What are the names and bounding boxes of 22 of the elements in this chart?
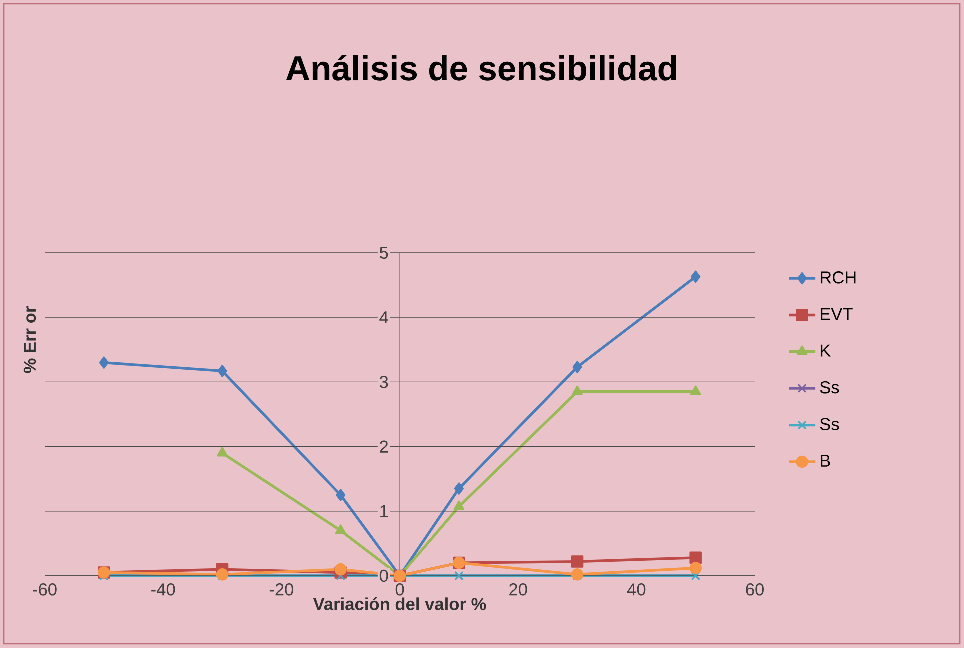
legend-label: Ss	[820, 418, 840, 430]
y-tick-label: 0	[380, 570, 388, 582]
x-tick-label: -40	[152, 584, 176, 596]
y-tick-label: 5	[380, 246, 388, 260]
legend-label: B	[820, 455, 830, 467]
legend-label: K	[820, 344, 831, 357]
x-tick-label: -20	[270, 584, 294, 596]
legend-label: Ss	[820, 381, 840, 394]
y-tick-label: 2	[380, 440, 388, 453]
x-tick-label: 0	[396, 584, 404, 596]
y-tick-label: 1	[380, 505, 388, 518]
chart-title: Análisis de sensibilidad	[286, 55, 676, 81]
x-tick-label: -60	[33, 584, 57, 596]
legend-label: RCH	[820, 272, 856, 284]
x-axis-title: Variación del valor %	[313, 598, 486, 610]
y-tick-label: 3	[380, 376, 388, 388]
x-tick-label: 40	[627, 584, 646, 596]
legend-label: EVT	[820, 308, 853, 320]
y-tick-label: 4	[380, 312, 388, 324]
x-tick-label: 20	[510, 584, 528, 596]
x-tick-label: 60	[746, 584, 764, 596]
y-axis-title: % Err or	[24, 306, 36, 374]
